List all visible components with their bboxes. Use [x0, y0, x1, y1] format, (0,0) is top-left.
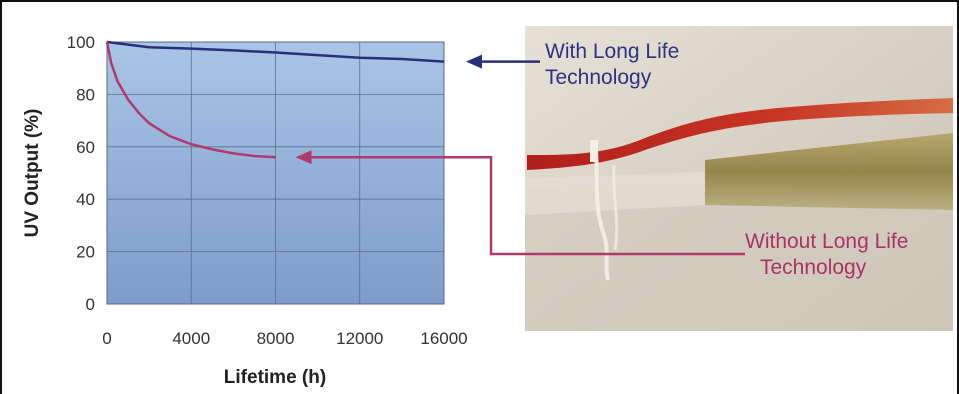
annotations: With Long Life Technology Without Long Lif…	[295, 40, 908, 279]
y-ticks: 0 20 40 60 80 100	[67, 33, 95, 314]
red-cable	[527, 98, 953, 170]
x-tick-label: 4000	[172, 329, 210, 348]
series	[105, 40, 445, 159]
grid	[106, 41, 445, 305]
chart: 0 20 40 60 80 100 0 4000 8000 12000 16000 Lifetim…	[22, 33, 468, 388]
y-tick-label: 60	[76, 138, 95, 157]
y-axis-title: UV Output (%)	[22, 109, 43, 238]
y-tick-label: 20	[76, 243, 95, 262]
arrow-without-long-life	[307, 156, 745, 256]
x-ticks: 0 4000 8000 12000 16000	[102, 329, 467, 348]
y-tick-label: 80	[76, 85, 95, 104]
y-tick-label: 0	[86, 295, 95, 314]
arrow-head-icon	[466, 54, 482, 69]
annotation-with-long-life-line: With Long Life	[545, 40, 679, 63]
white-wire	[594, 149, 610, 281]
annotation-without-long-life-line: Technology	[760, 256, 867, 279]
x-tick-label: 0	[102, 329, 111, 348]
annotation-with-long-life-line: Technology	[545, 66, 652, 89]
y-tick-label: 100	[67, 33, 95, 52]
uv-lamp-photo	[525, 26, 953, 331]
reflector-band	[705, 133, 953, 210]
x-tick-label: 12000	[336, 329, 383, 348]
annotation-without-long-life-line: Without Long Life	[745, 230, 908, 253]
series-line-with-long-life	[106, 40, 445, 63]
x-axis-title: Lifetime (h)	[224, 367, 326, 388]
arrow-head-icon	[295, 150, 312, 165]
series-line-without-long-life	[105, 41, 276, 159]
x-tick-label: 8000	[257, 329, 295, 348]
y-tick-label: 40	[76, 190, 95, 209]
x-tick-label: 16000	[420, 329, 467, 348]
